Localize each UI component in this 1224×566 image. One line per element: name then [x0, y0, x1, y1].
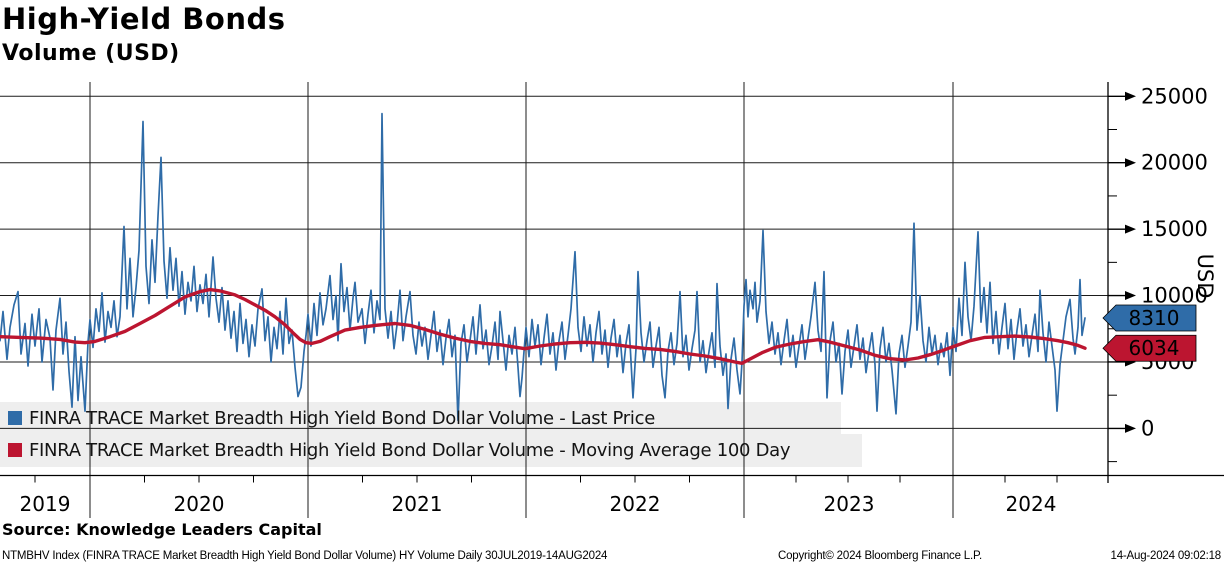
source-line: Source: Knowledge Leaders Capital: [2, 520, 322, 539]
footer-index-description: NTMBHV Index (FINRA TRACE Market Breadth…: [2, 550, 608, 562]
legend-item-last-price: FINRA TRACE Market Breadth High Yield Bo…: [8, 402, 790, 434]
chart-legend: FINRA TRACE Market Breadth High Yield Bo…: [8, 402, 791, 466]
legend-swatch-blue: [8, 411, 22, 425]
y-tick-label: 0: [1141, 416, 1154, 440]
x-tick-label: 2023: [824, 492, 875, 516]
footer-timestamp: 14-Aug-2024 09:02:18: [1110, 550, 1222, 562]
legend-swatch-red: [8, 443, 22, 457]
footer-copyright: Copyright© 2024 Bloomberg Finance L.P.: [778, 550, 982, 562]
y-tick-label: 10000: [1141, 284, 1208, 308]
y-axis-title: USD: [1193, 254, 1217, 299]
y-tick-label: 25000: [1141, 84, 1208, 108]
y-tick-label: 15000: [1141, 217, 1208, 241]
x-tick-label: 2022: [610, 492, 661, 516]
x-tick-label: 2021: [392, 492, 443, 516]
x-tick-label: 2020: [174, 492, 225, 516]
y-tick-arrow: [1125, 158, 1136, 168]
y-tick-arrow: [1125, 91, 1136, 101]
x-tick-label: 2019: [20, 492, 71, 516]
series-line-last-price: [0, 112, 1086, 422]
legend-item-moving-average: FINRA TRACE Market Breadth High Yield Bo…: [8, 434, 791, 466]
x-tick-label: 2024: [1006, 492, 1057, 516]
y-tick-label: 20000: [1141, 151, 1208, 175]
y-tick-arrow: [1125, 224, 1136, 234]
legend-label-moving-average: FINRA TRACE Market Breadth High Yield Bo…: [29, 439, 791, 461]
price-tag-last: [1102, 304, 1197, 332]
legend-label-last-price: FINRA TRACE Market Breadth High Yield Bo…: [29, 407, 655, 429]
y-tick-arrow: [1125, 423, 1136, 433]
y-tick-arrow: [1125, 291, 1136, 301]
series-line-moving-average: [0, 287, 1087, 365]
price-tag-value: 8310: [1129, 306, 1180, 330]
page-title: High-Yield Bonds: [2, 2, 286, 36]
price-tag-average: [1102, 334, 1197, 362]
price-tag-value: 6034: [1129, 336, 1180, 360]
chart-subtitle: Volume (USD): [2, 41, 180, 66]
legend-background-row2: [0, 434, 862, 467]
